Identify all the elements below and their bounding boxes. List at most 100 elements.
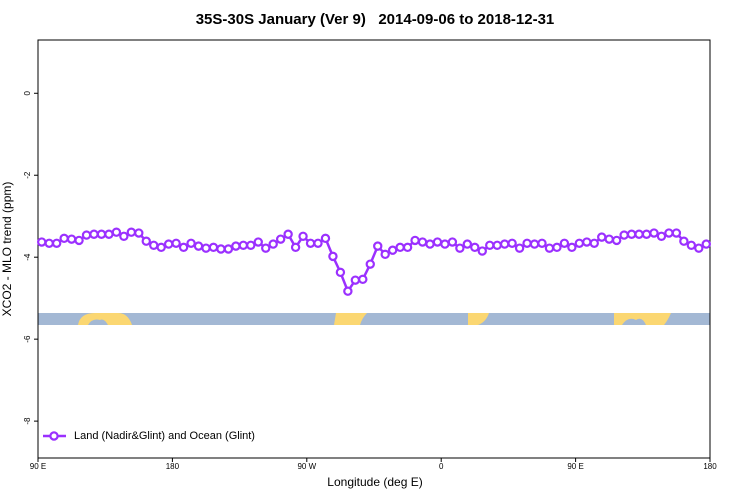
point (679, 236, 689, 246)
point (537, 238, 547, 248)
point (111, 227, 122, 237)
y-axis-label: XCO2 - MLO trend (ppm) (0, 182, 14, 317)
point (589, 238, 599, 248)
point (574, 238, 585, 248)
point (238, 240, 249, 251)
x-tick-label: 180 (703, 462, 717, 471)
point (387, 245, 398, 255)
point (193, 241, 204, 251)
point (178, 242, 189, 253)
point (231, 241, 241, 251)
point (559, 238, 570, 248)
point (641, 229, 652, 239)
point (81, 230, 92, 240)
point (656, 231, 667, 241)
point (365, 259, 375, 269)
y-tick-label: 0 (23, 91, 32, 96)
point (358, 274, 368, 285)
x-tick-label: 90 E (567, 462, 583, 471)
point (66, 234, 77, 244)
point (223, 244, 234, 254)
point (485, 240, 495, 251)
x-tick-label: 180 (166, 462, 180, 471)
point (477, 246, 487, 256)
point (582, 237, 592, 247)
x-tick-label: 90 E (30, 462, 46, 471)
point (619, 230, 629, 240)
point (604, 234, 614, 244)
point (141, 236, 151, 246)
y-tick-label: -8 (23, 417, 32, 425)
point (544, 243, 555, 253)
point (37, 237, 47, 247)
point (275, 234, 286, 244)
point (455, 243, 465, 253)
point (208, 242, 219, 253)
point (611, 235, 622, 246)
x-tick-label: 0 (439, 462, 444, 471)
point (567, 242, 577, 253)
point (402, 242, 413, 253)
point (163, 239, 174, 249)
point (44, 238, 54, 248)
point (529, 239, 540, 249)
point (119, 231, 129, 241)
point (701, 239, 711, 249)
y-tick-label: -2 (23, 171, 32, 179)
point (313, 238, 323, 248)
point (664, 228, 674, 238)
x-tick-label: 90 W (297, 462, 316, 471)
y-tick-label: -6 (23, 335, 32, 343)
point (671, 228, 682, 238)
point (201, 243, 211, 253)
point (492, 240, 502, 251)
point (186, 238, 196, 248)
land-ocean-strip (38, 313, 710, 325)
point (59, 233, 69, 244)
point (649, 228, 659, 238)
point (350, 275, 361, 285)
point (246, 240, 256, 251)
legend-marker (49, 431, 59, 441)
point (261, 243, 271, 253)
point (507, 238, 517, 248)
point (440, 239, 450, 249)
point (694, 243, 704, 253)
point (134, 228, 144, 238)
point (298, 231, 308, 241)
point (417, 237, 428, 247)
point (283, 229, 293, 239)
point (597, 232, 607, 242)
point (514, 243, 525, 253)
legend-label: Land (Nadir&Glint) and Ocean (Glint) (74, 430, 255, 442)
point (634, 229, 644, 239)
y-tick-label: -4 (23, 253, 32, 261)
point (335, 267, 346, 278)
point (522, 238, 532, 248)
point (499, 239, 510, 249)
point (626, 229, 637, 239)
point (156, 242, 166, 253)
point (104, 229, 114, 239)
point (395, 242, 405, 253)
point (51, 238, 62, 248)
point (432, 237, 443, 247)
point (410, 235, 420, 246)
point (462, 239, 473, 249)
point (89, 229, 99, 239)
point (343, 286, 353, 296)
point (96, 229, 107, 239)
point (470, 242, 480, 253)
point (171, 238, 181, 248)
point (149, 240, 159, 251)
point (268, 239, 278, 249)
point (552, 242, 562, 253)
point (447, 237, 458, 247)
point (320, 233, 331, 244)
point (373, 241, 383, 251)
point (380, 249, 390, 260)
point (290, 242, 301, 253)
chart-title: 35S-30S January (Ver 9) 2014-09-06 to 20… (196, 11, 555, 28)
plot-frame (37, 39, 711, 459)
